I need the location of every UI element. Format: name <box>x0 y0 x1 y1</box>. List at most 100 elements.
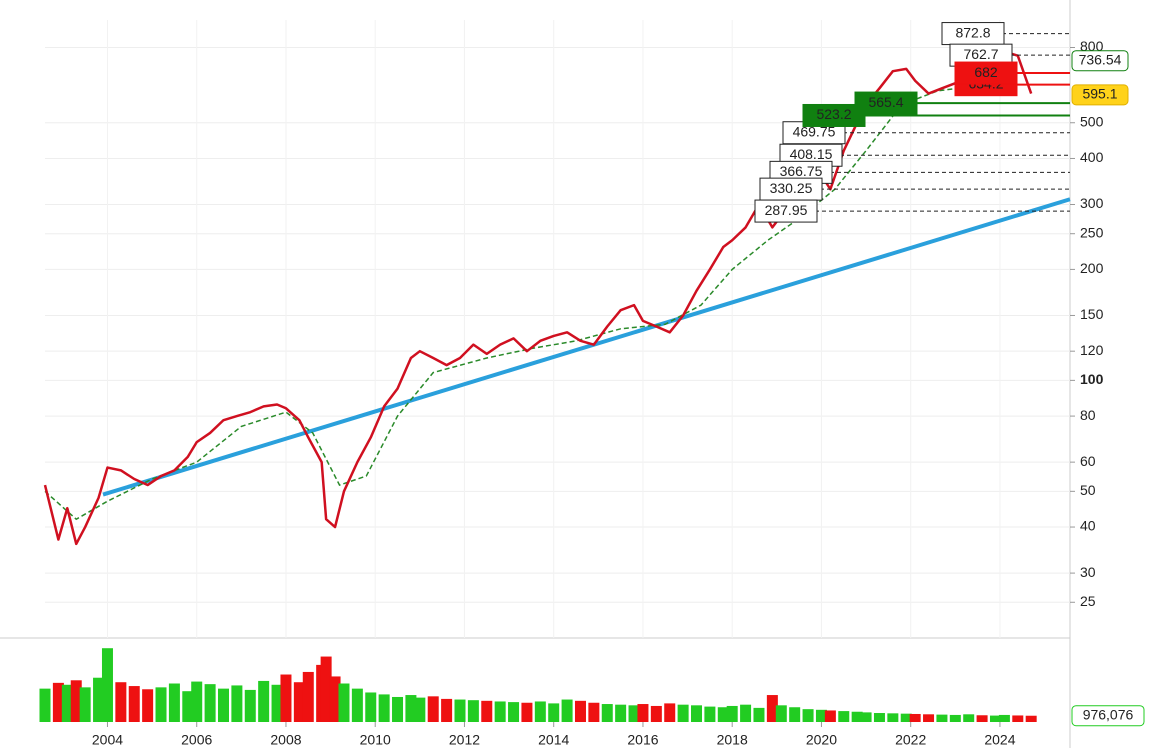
x-tick-label: 2020 <box>806 732 837 748</box>
volume-bar <box>815 709 827 722</box>
volume-bar <box>998 714 1010 722</box>
volume-bar <box>293 682 305 722</box>
volume-bar <box>79 687 91 722</box>
volume-bar <box>949 714 961 722</box>
volume-bar <box>588 702 600 722</box>
volume-bar <box>481 700 493 722</box>
volume-bar <box>548 703 560 722</box>
y-tick-label: 500 <box>1080 113 1104 129</box>
price-line <box>43 50 1033 546</box>
volume-bar <box>168 683 180 722</box>
level-label: 682 <box>974 64 998 80</box>
volume-bar <box>320 656 332 722</box>
volume-bar <box>923 714 935 722</box>
volume-bar <box>534 701 546 722</box>
volume-bar <box>454 699 466 722</box>
y-tick-label: 300 <box>1080 195 1104 211</box>
y-tick-label: 150 <box>1080 306 1104 322</box>
y-tick-label: 50 <box>1080 482 1096 498</box>
y-tick-label: 800 <box>1080 38 1104 54</box>
volume-bar <box>155 687 167 722</box>
volume-bar <box>1025 715 1037 722</box>
y-tick-label: 80 <box>1080 407 1096 423</box>
level-label: 366.75 <box>780 163 823 179</box>
level-label: 469.75 <box>793 123 836 139</box>
level-label: 872.8 <box>955 24 990 40</box>
volume-bar <box>574 700 586 722</box>
price-label: 595.1 <box>1082 86 1117 102</box>
volume-bar <box>989 715 1001 722</box>
volume-bar <box>414 697 426 722</box>
volume-bar <box>802 709 814 722</box>
level-box <box>802 103 866 127</box>
volume-bar <box>691 705 703 722</box>
volume-bar <box>561 699 573 722</box>
volume-bar <box>244 689 256 722</box>
volume-bar <box>873 713 885 722</box>
volume-bar <box>365 692 377 722</box>
volume-bar <box>963 714 975 722</box>
volume-bar <box>128 686 140 722</box>
volume-bar <box>378 694 390 722</box>
volume-bar <box>142 689 154 722</box>
target-label: 736.54 <box>1079 51 1122 67</box>
y-tick-label: 40 <box>1080 518 1096 534</box>
level-label: 762.7 <box>963 46 998 62</box>
level-box <box>954 61 1018 85</box>
volume-bar <box>1012 715 1024 722</box>
volume-bar <box>405 695 417 722</box>
volume-bar <box>615 704 627 722</box>
level-label: 565.4 <box>868 94 903 110</box>
volume-bar <box>936 714 948 722</box>
y-tick-label: 25 <box>1080 593 1096 609</box>
volume-bar <box>521 702 533 722</box>
volume-bar <box>860 712 872 722</box>
volume-bar <box>271 684 283 722</box>
volume-bar <box>677 704 689 722</box>
volume-bar <box>427 696 439 722</box>
volume-bar <box>976 715 988 722</box>
volume-bar <box>101 648 113 722</box>
price-label-box <box>1071 84 1129 106</box>
volume-bar <box>753 707 765 722</box>
volume-bar <box>39 688 51 722</box>
volume-bar <box>115 682 127 722</box>
y-tick-label: 200 <box>1080 260 1104 276</box>
level-box <box>854 91 918 115</box>
volume-bar <box>70 680 82 722</box>
x-tick-label: 2024 <box>984 732 1015 748</box>
volume-bar <box>280 674 292 722</box>
volume-bar <box>329 676 341 722</box>
volume-bar <box>789 707 801 722</box>
y-tick-label: 120 <box>1080 342 1104 358</box>
volume-bar <box>824 710 836 722</box>
target-label-box <box>1071 50 1129 72</box>
x-tick-label: 2018 <box>717 732 748 748</box>
volume-bar <box>664 703 676 722</box>
volume-bar <box>838 711 850 722</box>
volume-bar <box>740 704 752 722</box>
x-tick-label: 2010 <box>360 732 391 748</box>
volume-bar <box>704 706 716 722</box>
volume-bar <box>52 682 64 722</box>
volume-label-box <box>1071 705 1145 727</box>
volume-bar <box>494 701 506 722</box>
level-label: 523.2 <box>816 106 851 122</box>
y-tick-label: 100 <box>1080 371 1104 387</box>
y-tick-label: 30 <box>1080 564 1096 580</box>
x-tick-label: 2004 <box>92 732 123 748</box>
volume-bar <box>726 705 738 722</box>
volume-bar <box>467 700 479 722</box>
level-label: 408.15 <box>790 146 833 162</box>
volume-bar <box>231 685 243 722</box>
volume-bar <box>182 691 194 722</box>
level-label: 330.25 <box>770 180 813 196</box>
volume-bar <box>302 671 314 722</box>
volume-bar <box>204 684 216 722</box>
volume-bar <box>909 713 921 722</box>
x-tick-label: 2008 <box>270 732 301 748</box>
volume-bar <box>258 680 270 722</box>
volume-bar <box>508 702 520 722</box>
x-tick-label: 2012 <box>449 732 480 748</box>
